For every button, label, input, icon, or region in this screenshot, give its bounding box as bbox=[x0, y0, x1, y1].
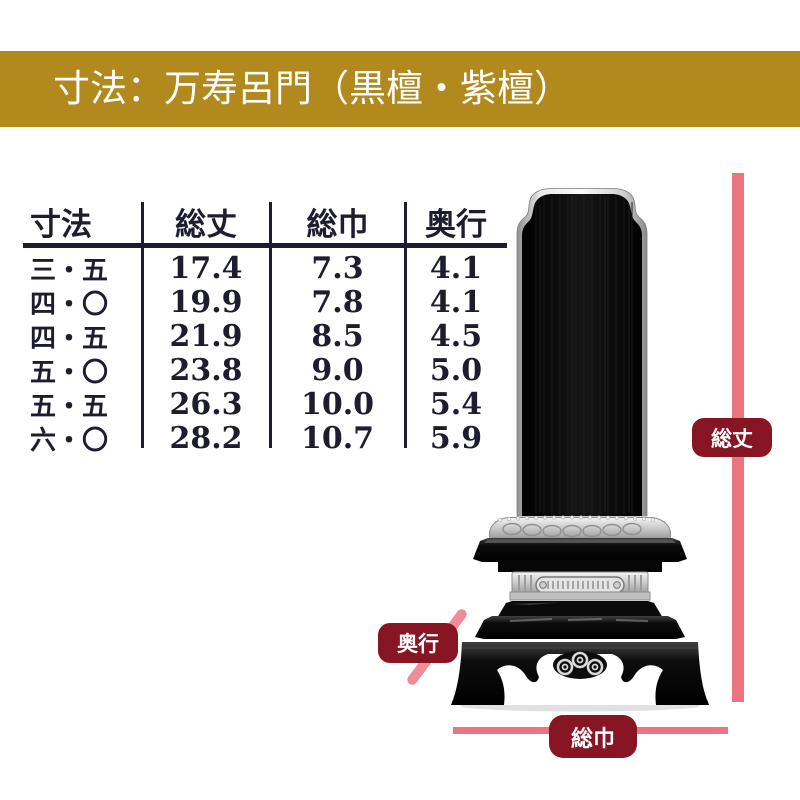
base-arch-cutout bbox=[497, 654, 663, 705]
depth-badge: 奥行 bbox=[378, 623, 458, 663]
table-row: 五・五 26.3 10.0 5.4 bbox=[23, 386, 507, 422]
cell-depth: 4.1 bbox=[429, 250, 483, 286]
cell-size: 四・〇 bbox=[30, 289, 109, 320]
section-title-bar: 寸法：万寿呂門（黒檀・紫檀） bbox=[0, 51, 800, 127]
table-body: 三・五 17.4 7.3 4.1 四・〇 19.9 7.8 4.1 四・五 21… bbox=[23, 250, 507, 456]
column-divider bbox=[269, 202, 272, 448]
total-height-label: 総丈 bbox=[711, 426, 753, 451]
table-row: 五・〇 23.8 9.0 5.0 bbox=[23, 352, 507, 388]
cell-width: 8.5 bbox=[311, 318, 364, 354]
total-height-badge: 総丈 bbox=[692, 418, 772, 457]
cell-size: 五・五 bbox=[30, 391, 109, 422]
cell-width: 9.0 bbox=[311, 352, 364, 388]
spec-table: 寸法 総丈 総巾 奥行 三・五 17.4 7.3 4.1 四・〇 19.9 7.… bbox=[23, 200, 507, 456]
column-divider bbox=[404, 202, 407, 448]
total-width-label: 総巾 bbox=[570, 726, 615, 752]
cell-depth: 5.0 bbox=[429, 352, 483, 388]
cap-tier bbox=[473, 538, 687, 562]
cell-height: 21.9 bbox=[169, 318, 243, 354]
table-row: 三・五 17.4 7.3 4.1 bbox=[23, 250, 507, 286]
col-header-width: 総巾 bbox=[306, 207, 369, 243]
cell-height: 17.4 bbox=[169, 250, 243, 286]
table-row: 六・〇 28.2 10.7 5.9 bbox=[23, 420, 507, 456]
neck bbox=[498, 560, 662, 572]
table-row: 四・五 21.9 8.5 4.5 bbox=[23, 318, 507, 354]
section-title: 寸法：万寿呂門（黒檀・紫檀） bbox=[53, 67, 571, 110]
ihai-product-photo bbox=[451, 188, 709, 712]
col-header-depth: 奥行 bbox=[425, 207, 487, 243]
cell-size: 四・五 bbox=[30, 323, 109, 354]
cell-size: 三・五 bbox=[30, 255, 109, 286]
col-header-size: 寸法 bbox=[30, 207, 92, 243]
cell-height: 26.3 bbox=[169, 386, 243, 422]
cell-depth: 5.9 bbox=[429, 420, 483, 456]
table-row: 四・〇 19.9 7.8 4.1 bbox=[23, 284, 507, 320]
cell-width: 7.8 bbox=[311, 284, 364, 320]
cell-depth: 5.4 bbox=[429, 386, 483, 422]
tablet-plate bbox=[516, 188, 648, 517]
base bbox=[451, 642, 709, 705]
cell-size: 五・〇 bbox=[30, 357, 109, 388]
depth-label: 奥行 bbox=[397, 632, 439, 656]
cloud-spiral-motif bbox=[553, 651, 607, 679]
header-underline bbox=[23, 243, 507, 248]
cell-depth: 4.5 bbox=[429, 318, 483, 354]
cell-width: 10.0 bbox=[300, 386, 375, 422]
cell-height: 23.8 bbox=[169, 352, 243, 388]
lotus-collar bbox=[488, 515, 672, 540]
cell-width: 7.3 bbox=[311, 250, 364, 286]
cell-height: 28.2 bbox=[169, 420, 243, 456]
column-divider bbox=[141, 202, 144, 448]
col-header-height: 総丈 bbox=[175, 207, 237, 243]
cell-width: 10.7 bbox=[300, 420, 375, 456]
cell-depth: 4.1 bbox=[429, 284, 483, 320]
fluted-band bbox=[509, 571, 651, 601]
flare-tier bbox=[475, 601, 685, 639]
cell-size: 六・〇 bbox=[30, 425, 109, 456]
table-header-row: 寸法 総丈 総巾 奥行 bbox=[23, 200, 507, 243]
total-width-badge: 総巾 bbox=[549, 715, 637, 758]
cell-height: 19.9 bbox=[169, 284, 243, 320]
